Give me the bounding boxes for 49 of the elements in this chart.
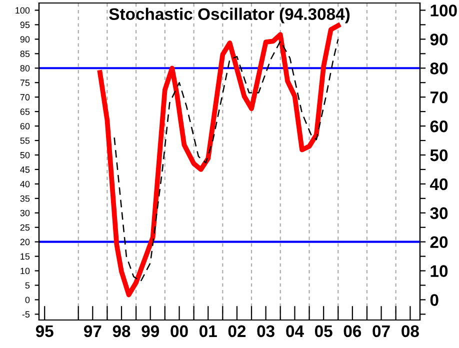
y-tick-label: 75 — [20, 80, 30, 86]
y2-tick-label: 50 — [430, 149, 448, 162]
y-tick-label: 60 — [20, 123, 30, 130]
y2-tick-label: 40 — [430, 178, 448, 190]
y2-tick-label: 80 — [430, 62, 448, 74]
y-tick-label: 90 — [20, 36, 30, 43]
y-tick-label: 15 — [20, 253, 30, 260]
line-series — [98, 23, 341, 298]
y-tick-label: 0 — [25, 296, 30, 304]
y2-tick-label: 30 — [430, 207, 448, 220]
y-tick-label: 70 — [20, 94, 30, 100]
y-tick-label: -5 — [22, 311, 30, 318]
chart-title: Stochastic Oscillator (94.3084) — [109, 8, 350, 24]
x-tick-label: 04 — [286, 325, 304, 338]
y-tick-label: 80 — [20, 65, 30, 72]
y2-tick-label: 60 — [430, 120, 448, 132]
line-series — [114, 38, 339, 282]
y2-tick-label: 70 — [430, 91, 448, 104]
y2-tick-label: 10 — [430, 265, 448, 277]
y-tick-label: 100 — [16, 7, 30, 14]
y-tick-label: 30 — [20, 210, 30, 216]
y2-tick-label: 100 — [430, 4, 457, 16]
y-tick-label: 10 — [20, 268, 30, 274]
y2-tick-label: 90 — [430, 34, 448, 46]
y2-tick-label: 0 — [430, 294, 438, 306]
y-tick-label: 5 — [25, 282, 30, 289]
y-tick-label: 50 — [20, 152, 30, 158]
y-tick-label: 85 — [20, 50, 30, 58]
y-tick-label: 65 — [20, 108, 30, 115]
x-tick-label: 05 — [314, 325, 332, 338]
y-tick-label: 95 — [20, 22, 30, 28]
y-tick-label: 20 — [20, 238, 30, 246]
x-tick-label: 01 — [200, 325, 217, 338]
x-tick-label: 99 — [142, 325, 160, 338]
x-tick-label: 02 — [228, 325, 246, 338]
x-tick-label: 98 — [112, 325, 130, 338]
y-tick-label: 55 — [20, 138, 30, 144]
x-tick-label: 08 — [402, 325, 419, 338]
x-tick-label: 06 — [344, 325, 362, 338]
x-tick-label: 07 — [372, 325, 390, 338]
x-tick-label: 03 — [257, 325, 274, 338]
y-tick-label: 35 — [20, 195, 30, 202]
y-tick-label: 45 — [20, 166, 30, 173]
y2-tick-label: 20 — [430, 236, 448, 248]
x-tick-label: 97 — [84, 325, 102, 338]
x-tick-label: 95 — [36, 325, 54, 338]
y-tick-label: 40 — [20, 180, 30, 188]
x-tick-label: 00 — [170, 325, 188, 338]
y-tick-label: 25 — [20, 224, 30, 231]
